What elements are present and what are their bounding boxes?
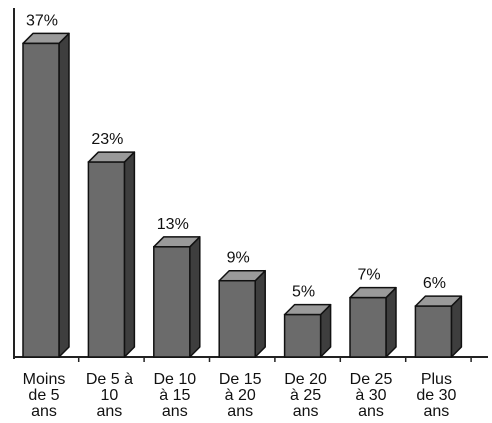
data-label: 5%	[292, 284, 315, 301]
x-tick-label: Plus	[421, 371, 452, 388]
x-tick-label: ans	[162, 403, 188, 420]
x-tick-label: De 10	[153, 371, 196, 388]
bar	[414, 295, 463, 358]
bar-front-face	[283, 313, 322, 358]
x-tick-label: Moins	[23, 371, 66, 388]
x-tick-label: de 5	[28, 387, 59, 404]
bar	[153, 236, 201, 358]
bar	[87, 151, 136, 358]
bar-front-face	[349, 296, 387, 358]
data-label: 13%	[157, 216, 189, 233]
data-label: 6%	[423, 275, 446, 292]
x-tick-label: De 25	[350, 371, 393, 388]
data-label-group: 37% 23% 13% 9% 5% 7% 6%	[26, 12, 446, 300]
x-tick-label: ans	[358, 403, 384, 420]
x-tick-label: De 15	[219, 371, 262, 388]
bar-front-face	[414, 305, 453, 358]
bar	[22, 32, 70, 358]
bar-front-face	[22, 42, 60, 358]
data-label: 37%	[26, 12, 58, 29]
bar-side-face	[254, 269, 266, 358]
x-tick-label: ans	[424, 403, 450, 420]
bar	[283, 303, 332, 358]
bar-side-face	[123, 151, 136, 358]
x-tick-label: de 30	[416, 387, 456, 404]
bar-group	[22, 32, 463, 358]
x-tick-label: 10	[101, 387, 119, 404]
x-tick-label: ans	[293, 403, 319, 420]
x-tick-label: De 20	[284, 371, 327, 388]
bar-front-face	[87, 161, 126, 358]
x-tick-label: ans	[97, 403, 123, 420]
data-label: 9%	[227, 250, 250, 267]
bar-side-face	[189, 236, 201, 358]
x-tick-label: ans	[31, 403, 57, 420]
bar-front-face	[153, 246, 191, 358]
bar-side-face	[385, 286, 397, 358]
x-tick-label: ans	[227, 403, 253, 420]
data-label: 23%	[91, 131, 123, 148]
bar-front-face	[218, 279, 256, 358]
bar-side-face	[58, 32, 70, 358]
x-tick-label: à 25	[290, 387, 321, 404]
bar	[218, 269, 266, 358]
x-tick-label: à 30	[355, 387, 386, 404]
data-label: 7%	[357, 267, 380, 284]
bar	[349, 286, 397, 358]
x-tick-label: De 5 à	[86, 371, 133, 388]
x-tick-label: à 20	[225, 387, 256, 404]
x-tick-label: à 15	[159, 387, 190, 404]
